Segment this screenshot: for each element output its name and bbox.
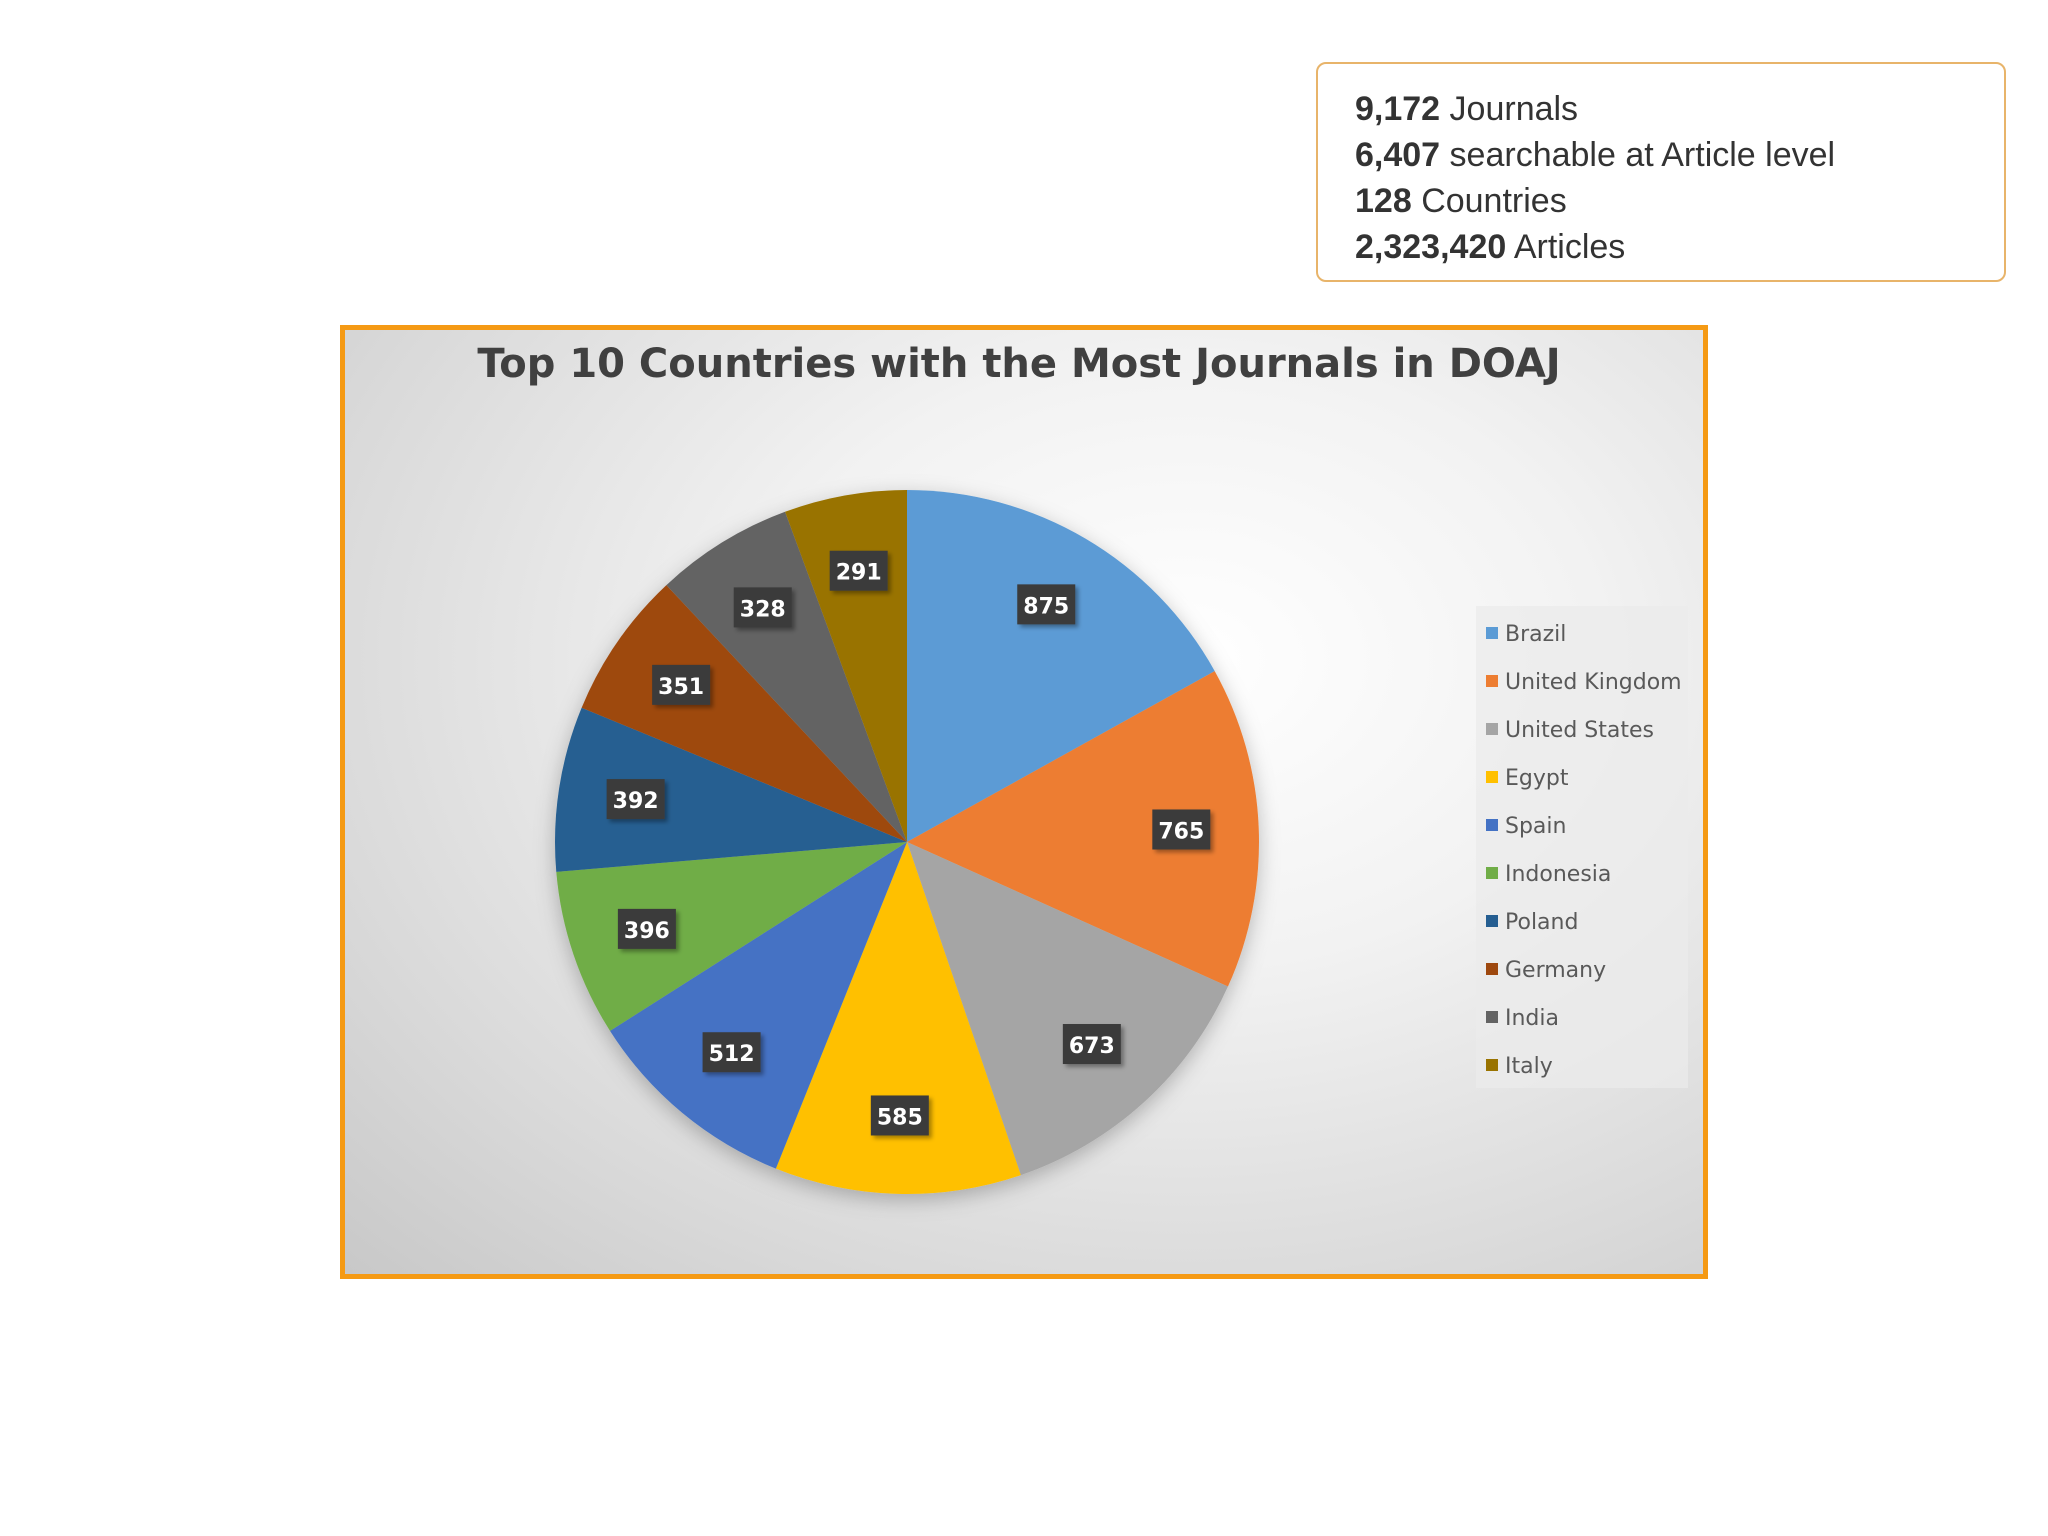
legend-entry-spain: Spain — [1505, 814, 1566, 839]
stat-label: Articles — [1513, 228, 1626, 266]
legend-background — [1476, 606, 1688, 1088]
data-label: 875 — [1017, 584, 1076, 625]
legend-entry-poland: Poland — [1505, 910, 1578, 935]
data-label-box — [617, 908, 676, 949]
legend-entry-egypt: Egypt — [1505, 766, 1569, 791]
chart-legend: Brazil United Kingdom United States Egypt Sp… — [1476, 606, 1688, 1088]
data-label-text: 392 — [613, 789, 659, 814]
data-label: 392 — [606, 779, 665, 820]
legend-entry-india: India — [1505, 1006, 1559, 1031]
legend-swatch — [1486, 1011, 1498, 1023]
legend-entry-italy: Italy — [1505, 1054, 1553, 1079]
stat-value: 128 — [1355, 182, 1412, 220]
stat-value: 6,407 — [1355, 136, 1441, 174]
stat-journals: 9,172 Journals — [1355, 86, 2004, 132]
data-label-box — [606, 779, 665, 820]
pie-data-labels: 875 765 673 585 512 396 392 351 328 291 — [606, 550, 1211, 1136]
data-label-text: 396 — [624, 919, 670, 944]
data-label-text: 585 — [877, 1105, 923, 1130]
data-label-box — [702, 1032, 761, 1073]
stat-value: 2,323,420 — [1355, 228, 1507, 266]
data-label-box — [1062, 1024, 1121, 1065]
data-label: 351 — [652, 664, 711, 705]
legend-entry-indonesia: Indonesia — [1505, 862, 1611, 887]
legend-entry-brazil: Brazil — [1505, 622, 1566, 647]
data-label: 673 — [1062, 1024, 1121, 1065]
pie-slice-egypt — [775, 842, 1021, 1194]
data-label-text: 328 — [740, 597, 786, 622]
stat-countries: 128 Countries — [1355, 178, 2004, 224]
legend-swatch — [1486, 915, 1498, 927]
legend-swatch — [1486, 867, 1498, 879]
chart-title: Top 10 Countries with the Most Journals … — [477, 341, 1560, 387]
data-label: 396 — [617, 908, 676, 949]
data-label-text: 512 — [709, 1042, 755, 1067]
data-label-text: 765 — [1158, 819, 1204, 844]
legend-swatch — [1486, 627, 1498, 639]
data-label-text: 291 — [836, 561, 882, 586]
pie-slice-germany — [581, 585, 907, 842]
stat-value: 9,172 — [1355, 90, 1441, 128]
data-label-text: 673 — [1069, 1034, 1115, 1059]
pie-chart: Top 10 Countries with the Most Journals … — [477, 341, 1688, 1194]
legend-swatch — [1486, 1059, 1498, 1071]
legend-swatch — [1486, 819, 1498, 831]
legend-swatch — [1486, 963, 1498, 975]
data-label-box — [1017, 584, 1076, 625]
pie-slice-poland — [555, 707, 907, 872]
data-label-text: 875 — [1023, 594, 1069, 619]
data-label: 765 — [1152, 809, 1211, 850]
data-label-box — [652, 664, 711, 705]
data-label: 512 — [702, 1032, 761, 1073]
legend-entry-germany: Germany — [1505, 958, 1606, 983]
stats-summary-box: 9,172 Journals 6,407 searchable at Artic… — [1316, 62, 2006, 282]
data-label-text: 351 — [658, 675, 704, 700]
stat-searchable: 6,407 searchable at Article level — [1355, 132, 2004, 178]
pie-slice-united-kingdom — [907, 671, 1259, 987]
pie-slice-spain — [609, 842, 907, 1169]
legend-swatch — [1486, 723, 1498, 735]
data-label-box — [733, 587, 792, 628]
data-label-box — [829, 550, 888, 591]
pie-slice-india — [666, 511, 907, 842]
pie-slice-indonesia — [556, 842, 907, 1031]
stat-label: Journals — [1449, 90, 1579, 128]
pie-slice-brazil — [907, 490, 1215, 842]
data-label-box — [870, 1095, 929, 1136]
data-label: 291 — [829, 550, 888, 591]
stat-label: Countries — [1421, 182, 1567, 220]
pie-slice-united-states — [907, 842, 1228, 1176]
legend-swatch — [1486, 675, 1498, 687]
pie-slices — [555, 490, 1259, 1194]
stat-articles: 2,323,420 Articles — [1355, 224, 2004, 270]
chart-frame: Top 10 Countries with the Most Journals … — [340, 325, 1708, 1279]
data-label: 328 — [733, 587, 792, 628]
legend-entry-united-states: United States — [1505, 718, 1654, 743]
stat-label: searchable at Article level — [1449, 136, 1836, 174]
data-label: 585 — [870, 1095, 929, 1136]
legend-entry-united-kingdom: United Kingdom — [1505, 670, 1682, 695]
legend-swatch — [1486, 771, 1498, 783]
data-label-box — [1152, 809, 1211, 850]
